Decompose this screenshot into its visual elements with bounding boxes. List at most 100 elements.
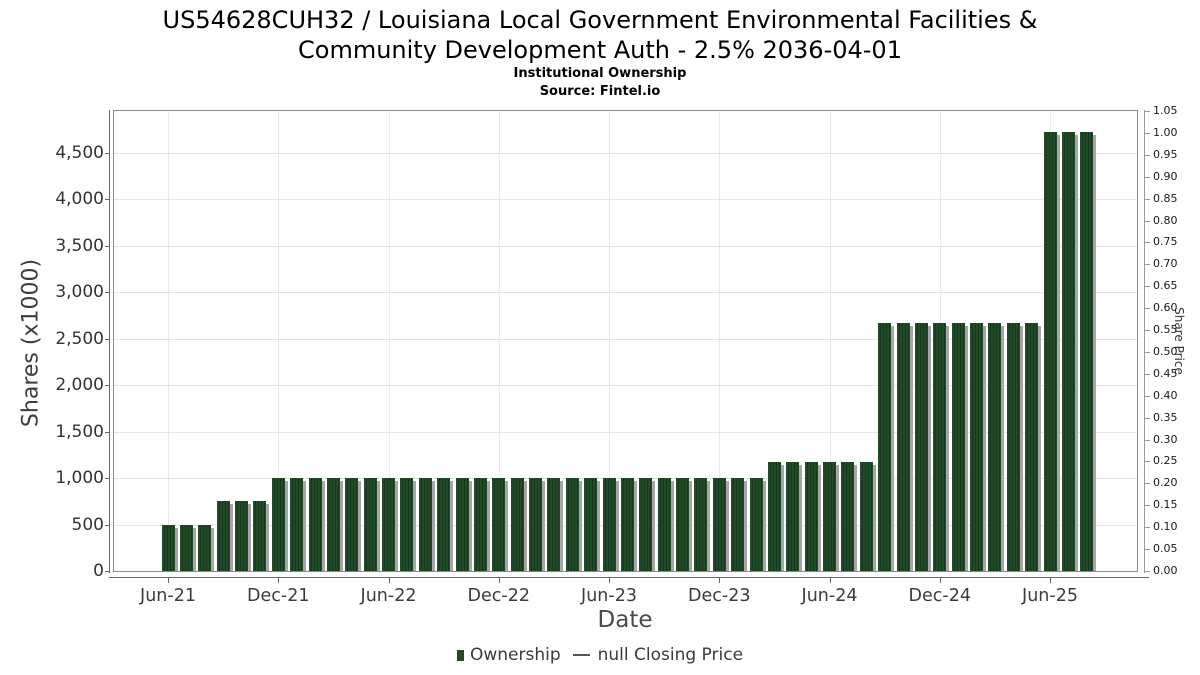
left-axis-tick xyxy=(105,385,110,387)
left-axis-tick xyxy=(105,152,110,154)
left-axis-tick-label: 1,500 xyxy=(55,421,104,442)
chart-subtitle: Institutional Ownership xyxy=(513,66,687,81)
ownership-bar xyxy=(308,478,322,571)
right-axis-tick-label: 0.65 xyxy=(1153,279,1178,293)
closing-price-legend-line xyxy=(572,654,590,656)
vertical-gridline xyxy=(719,111,721,571)
ownership-bar xyxy=(712,478,726,571)
right-axis-tick-label: 0.15 xyxy=(1153,498,1178,512)
horizontal-gridline xyxy=(114,385,1137,387)
right-axis-line xyxy=(1144,110,1145,573)
left-axis-tick-label: 500 xyxy=(71,514,104,535)
x-axis-tick xyxy=(609,578,610,583)
right-axis-tick xyxy=(1145,395,1150,397)
vertical-gridline xyxy=(498,111,500,571)
ownership-bar xyxy=(1080,132,1094,571)
ownership-bar xyxy=(749,478,763,571)
horizontal-gridline xyxy=(114,431,1137,433)
ownership-bar xyxy=(363,478,377,571)
right-axis-tick-label: 0.20 xyxy=(1153,476,1178,490)
ownership-bar xyxy=(676,478,689,571)
x-axis-tick-label: Jun-21 xyxy=(140,586,196,606)
ownership-bar xyxy=(400,478,414,571)
horizontal-gridline xyxy=(114,338,1137,340)
ownership-bar xyxy=(970,322,983,571)
left-axis-tick xyxy=(105,431,110,433)
right-axis-title: Share Price xyxy=(1172,307,1186,375)
left-axis-tick-label: 3,000 xyxy=(55,282,104,303)
x-axis-tick-label: Dec-22 xyxy=(467,586,530,606)
ownership-bar xyxy=(951,322,965,571)
x-axis-tick-label: Dec-23 xyxy=(688,586,751,606)
right-axis-tick xyxy=(1145,351,1150,353)
right-axis-tick-label: 0.45 xyxy=(1153,366,1178,380)
horizontal-gridline xyxy=(114,245,1137,247)
ownership-bar xyxy=(179,524,193,571)
x-axis-tick xyxy=(168,578,169,583)
x-axis-tick xyxy=(498,578,500,583)
x-axis-tick-label: Jun-24 xyxy=(801,586,858,606)
ownership-bar xyxy=(657,478,671,571)
ownership-bar xyxy=(639,478,653,571)
left-axis-tick-label: 0 xyxy=(93,561,104,581)
plot-area xyxy=(113,110,1138,572)
ownership-bar xyxy=(859,461,873,571)
left-axis-tick-label: 4,500 xyxy=(55,142,104,163)
left-axis-tick-label: 4,000 xyxy=(55,189,104,210)
ownership-bar xyxy=(547,478,561,571)
ownership-bar xyxy=(584,478,598,571)
ownership-bar xyxy=(1025,322,1039,571)
right-axis-tick xyxy=(1145,330,1150,332)
x-axis-tick-label: Jun-25 xyxy=(1022,586,1078,606)
right-axis-tick-label: 0.60 xyxy=(1153,301,1178,315)
right-axis-tick xyxy=(1145,461,1150,463)
ownership-bar xyxy=(841,461,855,571)
x-axis-tick xyxy=(388,578,390,583)
right-axis-tick xyxy=(1145,176,1150,178)
right-axis-tick-label: 0.25 xyxy=(1153,454,1178,468)
right-axis-tick xyxy=(1145,220,1150,222)
ownership-bar xyxy=(767,461,781,571)
ownership-bar xyxy=(418,478,432,571)
right-axis-tick xyxy=(1145,505,1150,507)
right-axis-tick-label: 1.05 xyxy=(1153,104,1178,117)
x-axis-tick-label: Dec-24 xyxy=(908,586,971,606)
right-axis-tick xyxy=(1145,286,1150,288)
chart-title: US54628CUH32 / Louisiana Local Governmen… xyxy=(0,5,1200,65)
right-axis-tick-label: 0.10 xyxy=(1153,520,1178,534)
vertical-gridline xyxy=(278,111,280,571)
left-axis-line xyxy=(109,110,110,573)
ownership-bar xyxy=(326,478,340,571)
left-axis-tick xyxy=(105,524,110,526)
horizontal-gridline xyxy=(114,152,1137,154)
ownership-bar xyxy=(914,322,928,571)
right-axis-tick xyxy=(1145,264,1150,266)
ownership-bar xyxy=(510,478,524,571)
right-axis-tick-label: 0.90 xyxy=(1153,169,1178,183)
right-axis-tick xyxy=(1145,111,1150,112)
legend: Ownership null Closing Price xyxy=(0,645,1200,665)
right-axis-tick xyxy=(1145,527,1150,529)
ownership-bar xyxy=(235,501,248,571)
x-axis-title: Date xyxy=(597,607,653,633)
left-axis-tick-label: 2,000 xyxy=(55,375,104,396)
x-axis-tick xyxy=(278,578,280,583)
vertical-gridline xyxy=(609,111,610,571)
left-axis-tick xyxy=(105,199,110,201)
right-axis-tick xyxy=(1145,308,1150,310)
chart-source-label: Source: Fintel.io xyxy=(539,84,661,99)
horizontal-gridline xyxy=(114,292,1137,294)
right-axis-tick-label: 0.75 xyxy=(1153,235,1178,249)
right-axis-tick xyxy=(1145,571,1150,572)
ownership-bar xyxy=(271,478,285,571)
ownership-bar xyxy=(216,501,230,571)
left-axis-tick xyxy=(105,292,110,294)
right-axis-tick-label: 0.40 xyxy=(1153,388,1178,402)
left-axis-tick-label: 3,500 xyxy=(55,235,104,256)
ownership-bar xyxy=(694,478,708,571)
right-axis-tick xyxy=(1145,439,1150,441)
ownership-bar xyxy=(473,478,487,571)
ownership-bar xyxy=(345,478,359,571)
ownership-bar xyxy=(161,524,175,571)
